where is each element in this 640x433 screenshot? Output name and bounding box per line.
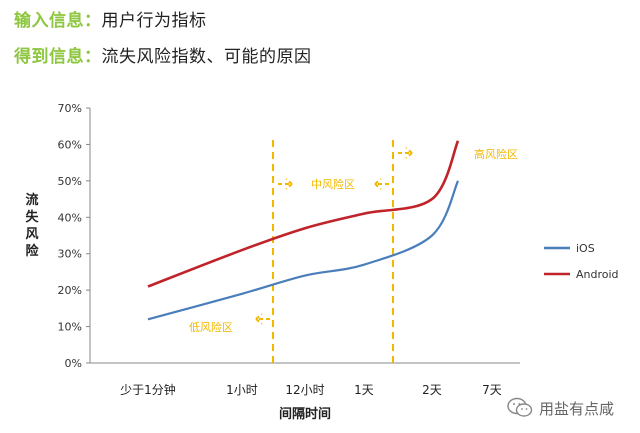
y-axis-title: 流失风险 (25, 192, 39, 259)
series-line-android (147, 140, 460, 288)
header-line-output: 得到信息：流失风险指数、可能的原因 (14, 42, 312, 67)
y-tick-label: 70% (58, 102, 82, 115)
chart-legend: iOS Android (544, 242, 619, 281)
legend-label: iOS (576, 242, 595, 255)
output-info-label: 得到信息： (14, 47, 102, 67)
y-tick-label: 40% (58, 211, 82, 224)
wechat-icon (507, 397, 533, 417)
mid-zone-label: 中风险区 (311, 177, 355, 191)
mid-zone-arrow-left (278, 178, 293, 190)
x-tick-label: 12小时 (285, 383, 324, 397)
input-info-label: 输入信息： (14, 11, 102, 31)
x-tick-label: 1小时 (226, 383, 258, 397)
header-line-input: 输入信息：用户行为指标 (14, 6, 207, 31)
x-tick-label: 7天 (482, 383, 502, 397)
watermark: 用盐有点咸 (507, 397, 614, 419)
mid-zone-arrow-right (374, 178, 389, 190)
high-zone-label: 高风险区 (474, 147, 518, 161)
x-tick-label: 1天 (354, 383, 374, 397)
input-info-value: 用户行为指标 (101, 11, 207, 31)
watermark-text: 用盐有点咸 (538, 399, 614, 418)
y-tick-label: 10% (58, 321, 82, 334)
high-zone-arrow (398, 147, 413, 159)
chart-series (147, 140, 460, 321)
low-zone-label: 低风险区 (189, 320, 233, 334)
x-tick-label: 2天 (422, 383, 442, 397)
series-line-ios (147, 180, 460, 321)
x-axis-title: 间隔时间 (279, 406, 331, 422)
low-zone-arrow (255, 313, 270, 325)
y-tick-label: 50% (58, 175, 82, 188)
y-tick-label: 30% (58, 248, 82, 261)
legend-label: Android (576, 268, 619, 281)
y-tick-label: 60% (58, 138, 82, 151)
x-tick-label: 少于1分钟 (120, 382, 176, 397)
risk-zones (255, 140, 413, 363)
chart-axes: 0% 10% 20% 30% 40% 50% 60% 70% 少于1分钟 1小时 12小时 1天 2天 7… (58, 102, 520, 397)
y-tick-label: 0% (65, 357, 82, 370)
output-info-value: 流失风险指数、可能的原因 (101, 47, 312, 67)
y-tick-label: 20% (58, 284, 82, 297)
